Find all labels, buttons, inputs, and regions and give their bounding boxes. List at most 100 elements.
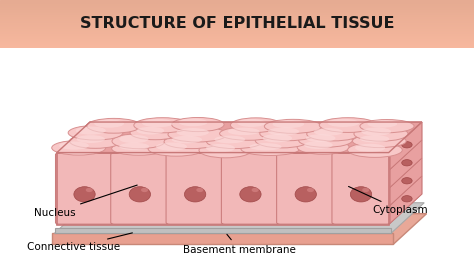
Text: Nucleus: Nucleus [34,185,137,218]
Ellipse shape [141,188,148,192]
Ellipse shape [306,134,336,142]
Ellipse shape [314,128,343,136]
Bar [0,23,474,24]
Polygon shape [57,122,90,171]
Bar [0,9,474,10]
Ellipse shape [255,133,309,148]
Ellipse shape [148,141,204,156]
Ellipse shape [179,118,208,126]
Bar [0,26,474,27]
Bar [0,19,474,20]
Ellipse shape [66,145,77,151]
Ellipse shape [129,187,150,202]
Ellipse shape [76,127,106,135]
Polygon shape [389,140,422,189]
Ellipse shape [319,118,377,132]
Bar [0,29,474,30]
Ellipse shape [295,187,317,202]
Bar [0,6,474,7]
Bar [0,14,474,15]
Ellipse shape [59,142,89,150]
Bar [0,42,474,43]
Ellipse shape [66,199,77,205]
Bar [0,21,474,22]
Bar [0,36,474,37]
Bar [0,1,474,2]
Polygon shape [389,122,422,225]
Ellipse shape [168,127,227,142]
Ellipse shape [94,119,124,128]
Bar [0,32,474,34]
Ellipse shape [119,135,148,143]
Bar [0,27,474,28]
Bar [0,0,474,1]
Ellipse shape [307,127,360,141]
Bar [0,30,474,31]
FancyBboxPatch shape [277,153,335,224]
Bar [0,43,474,44]
Ellipse shape [401,160,412,166]
Ellipse shape [353,135,406,148]
Polygon shape [55,228,391,233]
Ellipse shape [119,143,149,150]
Ellipse shape [252,188,259,192]
Polygon shape [389,122,422,171]
Polygon shape [52,233,393,244]
Ellipse shape [206,144,235,152]
Polygon shape [57,122,422,153]
Ellipse shape [360,119,414,133]
Bar [0,46,474,47]
Ellipse shape [184,187,206,202]
Polygon shape [52,214,427,244]
Ellipse shape [87,118,141,133]
Bar [0,37,474,38]
Ellipse shape [328,119,359,127]
Ellipse shape [240,187,261,202]
Ellipse shape [307,188,314,192]
FancyBboxPatch shape [55,153,114,224]
Bar [0,20,474,21]
Ellipse shape [273,120,304,128]
Ellipse shape [268,128,299,135]
Ellipse shape [264,119,322,133]
Bar [0,25,474,26]
Bar [0,18,474,19]
Bar [0,24,474,25]
Ellipse shape [241,142,300,156]
Bar [0,44,474,45]
Ellipse shape [199,143,252,158]
Polygon shape [57,140,90,189]
Bar [0,16,474,17]
Ellipse shape [299,133,352,147]
Ellipse shape [297,140,349,154]
Ellipse shape [70,134,121,148]
Ellipse shape [362,188,369,192]
Bar [0,17,474,18]
Ellipse shape [76,135,105,143]
Polygon shape [57,122,90,225]
Polygon shape [55,203,424,233]
Ellipse shape [354,126,408,141]
Ellipse shape [112,142,166,155]
Bar [0,39,474,40]
Bar [0,45,474,46]
Ellipse shape [367,120,397,128]
Text: Connective tissue: Connective tissue [27,233,132,252]
Bar [0,41,474,42]
Ellipse shape [219,127,277,140]
Text: STRUCTURE OF EPITHELIAL TISSUE: STRUCTURE OF EPITHELIAL TISSUE [80,16,394,31]
Polygon shape [389,158,422,207]
Ellipse shape [176,128,209,136]
Ellipse shape [68,126,123,140]
Ellipse shape [350,187,372,202]
Ellipse shape [401,196,412,202]
Bar [0,3,474,4]
Ellipse shape [172,118,224,132]
Bar [0,2,474,3]
Bar [0,28,474,29]
Ellipse shape [142,119,173,127]
Ellipse shape [52,140,106,155]
Bar [0,13,474,14]
Ellipse shape [355,144,385,152]
Ellipse shape [263,134,292,142]
